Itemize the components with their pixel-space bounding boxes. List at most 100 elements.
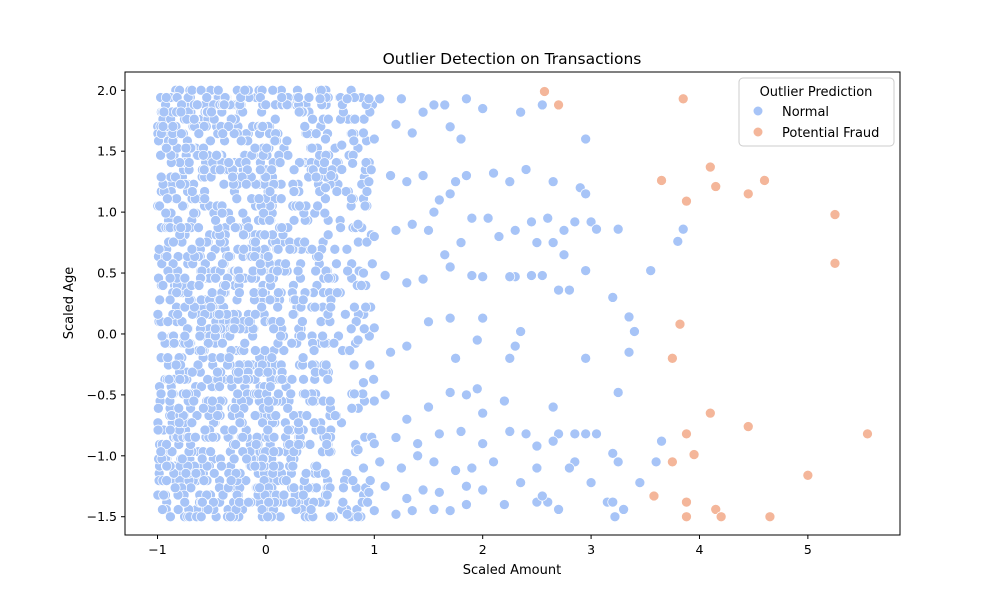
normal-point <box>214 294 226 306</box>
normal-point <box>299 236 310 248</box>
normal-point <box>262 424 274 436</box>
normal-point <box>274 157 286 168</box>
normal-point <box>286 496 298 508</box>
y-axis: −1.5 −1.0 −0.5 0.0 0.5 1.0 1.5 2.0 <box>87 83 125 524</box>
normal-point <box>477 271 489 283</box>
normal-point <box>650 456 662 468</box>
legend: Outlier Prediction Normal Potential Frau… <box>738 77 895 147</box>
normal-point <box>186 84 198 96</box>
normal-point <box>363 487 375 498</box>
normal-point <box>444 312 456 324</box>
normal-point <box>202 504 214 515</box>
normal-point <box>455 237 467 248</box>
normal-point <box>444 505 456 516</box>
normal-point <box>157 504 168 515</box>
normal-point <box>433 487 445 498</box>
normal-point <box>634 477 646 488</box>
normal-point <box>346 193 357 205</box>
normal-point <box>466 270 478 281</box>
normal-point <box>167 121 179 132</box>
normal-point <box>223 251 235 262</box>
normal-point <box>264 215 275 226</box>
normal-point <box>253 193 265 205</box>
normal-point <box>361 236 373 248</box>
normal-point <box>286 374 298 385</box>
normal-point <box>161 142 172 154</box>
x-tick-label: −1 <box>148 542 166 557</box>
normal-point <box>210 215 221 226</box>
normal-point <box>264 186 276 197</box>
normal-point <box>206 106 217 118</box>
normal-point <box>352 444 364 456</box>
normal-point <box>558 225 570 236</box>
normal-point <box>364 475 376 486</box>
normal-point <box>166 446 178 458</box>
normal-point <box>172 308 183 320</box>
normal-point <box>390 508 402 520</box>
normal-point <box>547 176 559 188</box>
normal-point <box>461 480 472 492</box>
normal-point <box>186 243 198 255</box>
normal-point <box>276 222 288 233</box>
normal-point <box>352 334 364 346</box>
normal-point <box>368 133 380 145</box>
normal-point <box>344 345 356 356</box>
fraud-point <box>829 257 841 269</box>
normal-point <box>213 308 225 320</box>
chart-title: Outlier Detection on Transactions <box>383 50 642 68</box>
normal-point <box>235 135 247 147</box>
normal-point <box>198 149 209 161</box>
normal-point <box>197 496 208 508</box>
normal-point <box>504 352 516 364</box>
normal-point <box>207 431 219 443</box>
normal-point <box>299 121 311 132</box>
normal-point <box>526 270 537 281</box>
fraud-point <box>704 161 716 173</box>
normal-point <box>347 158 358 169</box>
normal-point <box>237 431 249 443</box>
normal-point <box>254 258 266 270</box>
normal-point <box>268 446 280 458</box>
normal-point <box>406 218 418 230</box>
normal-point <box>564 284 575 296</box>
normal-point <box>439 99 451 111</box>
normal-point <box>260 171 272 183</box>
normal-point <box>171 287 183 299</box>
normal-point <box>310 265 321 277</box>
normal-point <box>307 395 319 407</box>
fraud-point <box>656 175 667 186</box>
y-tick-label: 2.0 <box>97 83 117 98</box>
normal-point <box>256 301 268 313</box>
normal-point <box>301 410 313 421</box>
normal-point <box>193 280 205 291</box>
y-tick-label: 0.0 <box>97 326 117 341</box>
normal-point <box>243 496 254 508</box>
normal-point <box>358 267 369 279</box>
normal-point <box>306 142 318 154</box>
normal-point <box>227 171 238 183</box>
normal-point <box>296 330 307 342</box>
normal-point <box>623 346 635 358</box>
normal-point <box>241 453 252 465</box>
x-tick-label: 5 <box>804 542 812 557</box>
normal-point <box>428 206 440 218</box>
normal-point <box>250 345 261 356</box>
fraud-point <box>688 449 700 460</box>
normal-point <box>233 366 244 378</box>
fraud-point <box>862 428 873 440</box>
normal-point <box>201 92 213 103</box>
normal-point <box>264 381 276 392</box>
normal-point <box>359 200 371 212</box>
normal-point <box>368 374 379 385</box>
normal-point <box>154 200 165 212</box>
y-tick-label: −1.5 <box>87 509 117 524</box>
normal-point <box>297 294 309 306</box>
normal-point <box>212 366 223 378</box>
normal-point <box>164 424 176 436</box>
normal-point <box>208 468 220 479</box>
normal-point <box>294 157 305 168</box>
normal-point <box>390 119 402 130</box>
normal-point <box>317 330 328 342</box>
normal-point <box>444 121 456 133</box>
